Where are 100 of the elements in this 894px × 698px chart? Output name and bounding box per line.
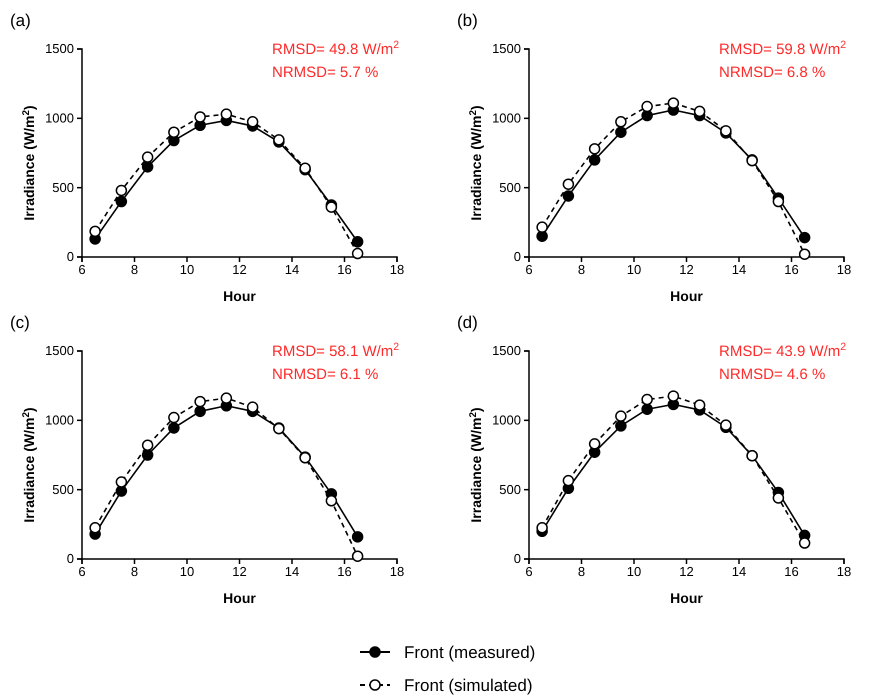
x-tick-label: 8 xyxy=(578,262,586,278)
x-tick-label: 12 xyxy=(679,262,694,278)
x-tick-label: 10 xyxy=(626,262,642,278)
x-tick-label: 18 xyxy=(836,262,852,278)
point xyxy=(246,401,258,413)
x-tick-label: 10 xyxy=(180,564,194,580)
y-tick-label: 1500 xyxy=(45,41,74,56)
x-tick-label: 18 xyxy=(390,564,404,580)
point xyxy=(352,531,364,543)
x-tick-label: 18 xyxy=(390,262,404,278)
point xyxy=(615,410,627,422)
point xyxy=(720,419,732,431)
legend-label: Front (measured) xyxy=(404,643,536,662)
point xyxy=(615,126,627,138)
point xyxy=(562,178,574,190)
point xyxy=(772,492,784,504)
point xyxy=(562,190,574,202)
point xyxy=(798,248,810,260)
point xyxy=(326,495,338,507)
y-tick-label: 1000 xyxy=(492,412,521,428)
point xyxy=(588,143,600,155)
annotation: RMSD= 49.8 W/m$^{2}$ xyxy=(272,39,400,58)
annotation: NRMSD= 5.7 % xyxy=(272,64,378,81)
annotation: NRMSD= 4.6 % xyxy=(719,366,826,383)
point xyxy=(798,537,810,549)
point xyxy=(142,161,154,173)
point xyxy=(641,100,653,112)
point xyxy=(615,420,627,432)
x-tick-label: 16 xyxy=(337,262,352,278)
point xyxy=(142,449,154,461)
y-tick-label: 500 xyxy=(52,180,74,195)
x-tick-label: 8 xyxy=(578,564,586,580)
chart-title: (d) xyxy=(457,313,478,332)
x-tick-label: 6 xyxy=(525,262,533,278)
point xyxy=(772,196,784,208)
point xyxy=(694,106,706,118)
y-tick-label: 1000 xyxy=(45,412,74,428)
y-tick-label: 500 xyxy=(499,482,521,497)
x-tick-label: 10 xyxy=(180,262,194,278)
y-tick-label: 500 xyxy=(499,180,521,195)
x-tick-label: 8 xyxy=(130,262,138,278)
point xyxy=(142,151,154,163)
point xyxy=(168,412,180,424)
x-tick-label: 14 xyxy=(284,262,300,278)
point xyxy=(536,221,548,233)
annotation: RMSD= 58.1 W/m$^{2}$ xyxy=(272,341,400,360)
x-tick-label: 8 xyxy=(130,564,138,580)
x-tick-label: 10 xyxy=(626,564,642,580)
x-tick-label: 14 xyxy=(732,564,746,580)
point xyxy=(116,476,128,488)
x-tick-label: 14 xyxy=(284,564,300,580)
chart-title: (a) xyxy=(10,11,31,30)
x-tick-label: 16 xyxy=(784,564,799,580)
point xyxy=(352,550,364,562)
y-tick-label: 1000 xyxy=(45,110,74,126)
x-tick-label: 12 xyxy=(232,262,247,278)
x-tick-label: 18 xyxy=(836,564,852,580)
point xyxy=(694,399,706,411)
x-axis-title: Hour xyxy=(670,590,704,606)
x-axis-title: Hour xyxy=(223,288,256,304)
annotation: NRMSD= 6.1 % xyxy=(272,366,378,383)
y-tick-label: 0 xyxy=(66,551,74,566)
point xyxy=(615,116,627,128)
x-tick-label: 16 xyxy=(337,564,352,580)
x-axis-title: Hour xyxy=(223,590,256,606)
legend-label: Front (simulated) xyxy=(404,676,532,695)
x-tick-label: 16 xyxy=(784,262,799,278)
point xyxy=(641,394,653,406)
point xyxy=(168,422,180,434)
point xyxy=(352,236,364,248)
point xyxy=(798,232,810,244)
x-axis-title: Hour xyxy=(670,288,704,304)
y-tick-label: 0 xyxy=(514,551,521,566)
point xyxy=(116,196,128,208)
point xyxy=(116,184,128,196)
y-tick-label: 1500 xyxy=(492,41,521,56)
x-tick-label: 6 xyxy=(78,564,86,580)
y-tick-label: 0 xyxy=(514,249,521,264)
point xyxy=(641,403,653,415)
point xyxy=(668,97,680,109)
point xyxy=(89,226,101,238)
point xyxy=(194,111,206,123)
annotation: RMSD= 59.8 W/m$^{2}$ xyxy=(719,39,846,58)
x-tick-label: 12 xyxy=(232,564,247,580)
x-tick-label: 12 xyxy=(679,564,694,580)
y-tick-label: 1500 xyxy=(492,343,521,358)
x-tick-label: 6 xyxy=(78,262,86,278)
point xyxy=(220,392,232,404)
point xyxy=(194,406,206,418)
y-tick-label: 1500 xyxy=(45,343,74,358)
point xyxy=(220,108,232,120)
x-tick-label: 14 xyxy=(732,262,746,278)
point xyxy=(142,440,154,452)
chart-title: (b) xyxy=(457,11,478,30)
point xyxy=(562,474,574,486)
point xyxy=(194,396,206,408)
x-tick-label: 6 xyxy=(525,564,533,580)
chart-title: (c) xyxy=(10,313,30,332)
annotation: NRMSD= 6.8 % xyxy=(719,64,826,81)
y-tick-label: 1000 xyxy=(492,110,521,126)
